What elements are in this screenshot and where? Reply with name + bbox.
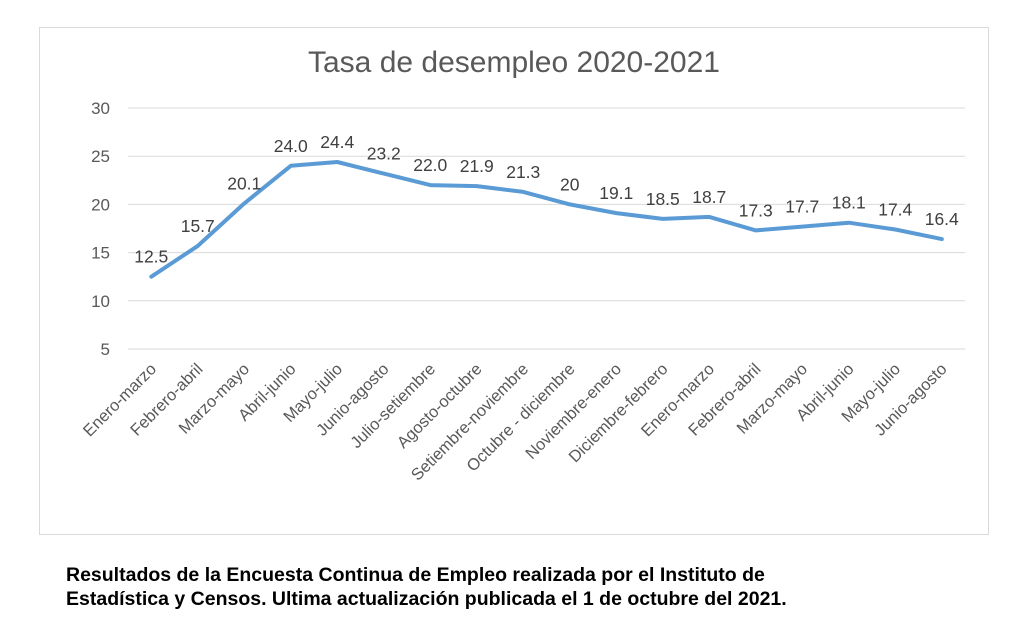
series-polyline bbox=[149, 160, 944, 279]
data-label: 18.5 bbox=[646, 189, 680, 209]
data-label: 16.4 bbox=[925, 209, 959, 229]
chart-title: Tasa de desempleo 2020-2021 bbox=[308, 46, 720, 79]
data-label: 20.1 bbox=[227, 173, 261, 193]
y-tick-label: 30 bbox=[91, 99, 110, 118]
line-chart: Tasa de desempleo 2020-2021 51015202530 … bbox=[80, 46, 965, 484]
data-label: 22.0 bbox=[413, 155, 447, 175]
data-label: 24.4 bbox=[320, 132, 354, 152]
y-tick-label: 5 bbox=[101, 340, 110, 359]
data-label: 24.0 bbox=[274, 136, 308, 156]
y-tick-label: 10 bbox=[91, 292, 110, 311]
caption-line-1: Resultados de la Encuesta Continua de Em… bbox=[66, 564, 765, 586]
y-tick-label: 25 bbox=[91, 147, 110, 166]
x-tick-label: Julio-setiembre bbox=[347, 360, 439, 452]
data-label: 18.1 bbox=[832, 193, 866, 213]
data-label: 19.1 bbox=[599, 183, 633, 203]
caption: Resultados de la Encuesta Continua de Em… bbox=[66, 563, 986, 611]
data-label: 12.5 bbox=[134, 247, 168, 267]
x-axis-ticks: Enero-marzoFebrero-abrilMarzo-mayoAbril-… bbox=[80, 360, 951, 484]
data-label: 18.7 bbox=[692, 187, 726, 207]
data-label: 17.3 bbox=[739, 200, 773, 220]
data-label: 20 bbox=[560, 174, 580, 194]
y-tick-label: 20 bbox=[91, 195, 110, 214]
chart-frame bbox=[39, 27, 989, 535]
data-label: 17.7 bbox=[785, 197, 819, 217]
y-tick-label: 15 bbox=[91, 244, 110, 263]
y-axis-ticks: 5 10 15 20 25 30 bbox=[91, 99, 110, 359]
data-label: 21.9 bbox=[460, 156, 494, 176]
data-label: 15.7 bbox=[181, 216, 215, 236]
data-label: 17.4 bbox=[878, 199, 912, 219]
data-label: 23.2 bbox=[367, 144, 401, 164]
series-line bbox=[149, 160, 944, 279]
gridlines bbox=[128, 107, 965, 350]
caption-line-2: Estadística y Censos. Ultima actualizaci… bbox=[66, 588, 787, 610]
x-tick-label: Agosto-octubre bbox=[394, 360, 486, 452]
data-label: 21.3 bbox=[506, 162, 540, 182]
data-labels: 12.5 15.7 20.1 24.0 24.4 23.2 22.0 21.9 21.3 20 19… bbox=[134, 132, 959, 267]
